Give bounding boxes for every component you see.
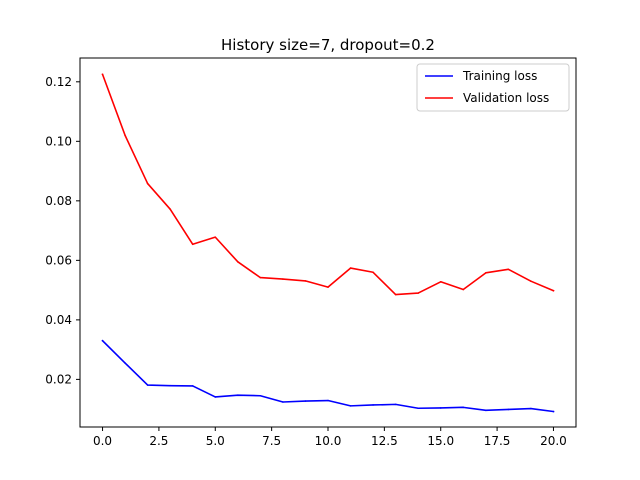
validation-loss-point bbox=[259, 276, 262, 279]
training-loss-point bbox=[101, 339, 104, 342]
training-loss-point bbox=[124, 362, 126, 364]
x-tick-label: 10.0 bbox=[315, 434, 342, 448]
training-loss-point bbox=[439, 407, 442, 409]
validation-loss-point bbox=[439, 280, 442, 283]
validation-loss-point bbox=[349, 267, 352, 269]
legend-box bbox=[416, 63, 570, 112]
x-tick-label: 2.5 bbox=[149, 434, 168, 448]
x-tick-label: 0.0 bbox=[93, 434, 112, 448]
training-loss-legend-label: Training loss bbox=[462, 69, 537, 83]
training-loss-point bbox=[349, 405, 352, 407]
chart-title: History size=7, dropout=0.2 bbox=[221, 36, 435, 54]
validation-loss-point bbox=[372, 271, 374, 274]
training-loss-point bbox=[485, 409, 487, 412]
x-tick-label: 15.0 bbox=[427, 434, 454, 448]
validation-loss-point bbox=[214, 236, 217, 238]
y-tick-label: 0.08 bbox=[45, 194, 72, 208]
validation-loss-point bbox=[282, 278, 284, 280]
training-loss-point bbox=[259, 394, 262, 397]
y-tick-label: 0.02 bbox=[45, 372, 72, 386]
validation-loss-point bbox=[146, 182, 149, 185]
training-loss-point bbox=[304, 400, 307, 402]
training-loss-point bbox=[394, 403, 397, 406]
y-tick-label: 0.04 bbox=[45, 313, 72, 327]
validation-loss-point bbox=[101, 73, 104, 76]
x-axis: 0.0 2.5 5.0 7.5 10.0 12.5 15.0 17.5 20.0 bbox=[93, 427, 567, 448]
y-tick-label: 0.06 bbox=[45, 253, 72, 267]
training-loss-point bbox=[552, 410, 555, 413]
validation-loss-point bbox=[417, 292, 419, 294]
validation-loss-point bbox=[327, 286, 329, 288]
x-tick-label: 12.5 bbox=[371, 434, 398, 448]
plot-frame bbox=[79, 57, 577, 428]
training-loss-point bbox=[237, 394, 239, 396]
training-loss-point bbox=[417, 407, 419, 410]
validation-loss-point bbox=[530, 280, 532, 282]
training-loss-point bbox=[327, 399, 329, 402]
validation-loss-point bbox=[507, 268, 510, 271]
x-tick-label: 5.0 bbox=[206, 434, 225, 448]
x-tick-label: 17.5 bbox=[484, 434, 511, 448]
series-layer bbox=[101, 73, 555, 413]
y-tick-label: 0.10 bbox=[45, 134, 72, 148]
training-loss-point bbox=[462, 406, 465, 409]
x-tick-label: 20.0 bbox=[540, 434, 567, 448]
y-axis: 0.02 0.04 0.06 0.08 0.10 0.12 bbox=[45, 75, 80, 386]
training-loss-point bbox=[214, 396, 217, 398]
training-loss-point bbox=[530, 407, 532, 410]
y-tick-label: 0.12 bbox=[45, 75, 72, 89]
validation-loss-legend-label: Validation loss bbox=[463, 91, 549, 105]
validation-loss-point bbox=[191, 243, 194, 246]
validation-loss-point bbox=[462, 288, 465, 291]
validation-loss-point bbox=[169, 208, 171, 210]
x-tick-label: 7.5 bbox=[262, 434, 281, 448]
validation-loss-point bbox=[394, 293, 397, 296]
training-loss-point bbox=[169, 384, 171, 387]
legend: Training loss Validation loss bbox=[416, 63, 570, 112]
validation-loss-point bbox=[485, 272, 487, 274]
training-loss-point bbox=[507, 408, 510, 411]
training-loss-point bbox=[146, 384, 149, 386]
validation-loss-point bbox=[237, 261, 239, 263]
validation-loss-point bbox=[552, 289, 555, 292]
training-loss-point bbox=[191, 385, 194, 387]
training-loss-point bbox=[372, 404, 374, 406]
validation-loss-point bbox=[304, 280, 307, 282]
validation-loss-point bbox=[124, 134, 126, 137]
training-loss-point bbox=[282, 401, 284, 403]
